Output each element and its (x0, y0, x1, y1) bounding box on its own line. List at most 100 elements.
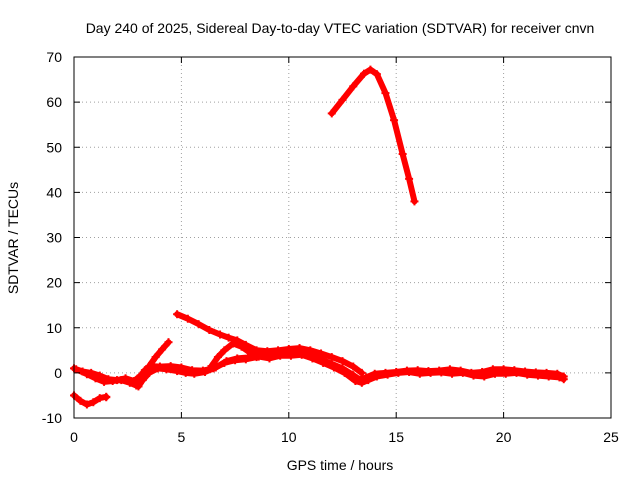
data-point (243, 353, 252, 362)
data-point (357, 368, 366, 377)
data-point (297, 350, 306, 359)
data-point (153, 364, 162, 373)
y-tick-label: 70 (46, 49, 62, 65)
series-line (328, 66, 418, 205)
y-tick-label: -10 (42, 410, 62, 426)
data-point (162, 365, 171, 374)
data-point (194, 320, 203, 329)
data-point (213, 353, 222, 362)
data-point (190, 369, 199, 378)
data-point (319, 358, 328, 367)
data-point (523, 370, 532, 379)
data-point (201, 367, 210, 376)
data-point (100, 377, 109, 386)
data-point (405, 174, 414, 183)
data-point (437, 368, 446, 377)
data-point (480, 372, 489, 381)
data-point (263, 347, 272, 356)
data-point (205, 326, 214, 335)
data-point (415, 369, 424, 378)
data-point (357, 378, 366, 387)
data-point (501, 369, 510, 378)
data-point (364, 376, 373, 385)
y-axis-label: SDTVAR / TECUs (5, 182, 21, 294)
data-point (372, 70, 381, 79)
data-point (125, 378, 134, 387)
y-tick-label: 60 (46, 94, 62, 110)
y-tick-label: 40 (46, 184, 62, 200)
y-tick-label: 0 (54, 365, 62, 381)
data-point (327, 109, 336, 118)
y-tick-label: 30 (46, 230, 62, 246)
data-point (91, 374, 100, 383)
data-point (295, 344, 304, 353)
data-point (359, 69, 368, 78)
data-point (222, 357, 231, 366)
data-point (274, 346, 283, 355)
x-tick-label: 25 (603, 429, 619, 445)
y-tick-label: 50 (46, 139, 62, 155)
data-point (383, 370, 392, 379)
data-point (246, 348, 255, 357)
data-point (254, 350, 263, 359)
data-point (183, 314, 192, 323)
series-line (133, 339, 172, 389)
data-point (372, 372, 381, 381)
data-point (102, 393, 111, 402)
data-point (228, 339, 237, 348)
data-point (108, 376, 117, 385)
data-point (117, 376, 126, 385)
data-point (76, 396, 85, 405)
data-point (351, 376, 360, 385)
data-point (145, 362, 154, 371)
data-point (410, 197, 419, 206)
data-point (469, 371, 478, 380)
data-point (151, 353, 160, 362)
x-tick-label: 10 (281, 429, 297, 445)
data-point (308, 354, 317, 363)
data-point (158, 345, 167, 354)
data-point (349, 362, 358, 371)
series-layer (70, 65, 568, 409)
y-tick-label: 20 (46, 275, 62, 291)
data-point (284, 344, 293, 353)
data-point (132, 381, 141, 390)
data-point (426, 368, 435, 377)
data-point (405, 367, 414, 376)
x-tick-label: 20 (496, 429, 512, 445)
data-point (533, 371, 542, 380)
data-point (394, 368, 403, 377)
y-tick-label: 10 (46, 320, 62, 336)
data-point (327, 353, 336, 362)
data-point (329, 363, 338, 372)
x-tick-label: 0 (70, 429, 78, 445)
data-point (207, 362, 216, 371)
data-point (448, 369, 457, 378)
data-point (306, 346, 315, 355)
data-point (512, 368, 521, 377)
data-point (381, 89, 390, 98)
data-point (286, 351, 295, 360)
data-point (220, 346, 229, 355)
data-point (349, 82, 358, 91)
x-tick-label: 5 (178, 429, 186, 445)
data-point (390, 116, 399, 125)
data-point (491, 369, 500, 378)
data-point (82, 400, 91, 409)
ticks-layer: 0 5 10 15 20 25 -10 0 10 20 30 40 50 60 70 (42, 49, 619, 445)
data-point (164, 338, 173, 347)
data-point (173, 367, 182, 376)
data-point (89, 398, 98, 407)
x-tick-label: 15 (388, 429, 404, 445)
data-point (317, 349, 326, 358)
data-point (265, 354, 274, 363)
data-point (216, 330, 225, 339)
data-point (224, 333, 233, 342)
data-point (338, 95, 347, 104)
data-point (173, 310, 182, 319)
chart-title: Day 240 of 2025, Sidereal Day-to-day VTE… (86, 20, 595, 36)
data-point (340, 368, 349, 377)
data-point (233, 354, 242, 363)
data-point (181, 368, 190, 377)
